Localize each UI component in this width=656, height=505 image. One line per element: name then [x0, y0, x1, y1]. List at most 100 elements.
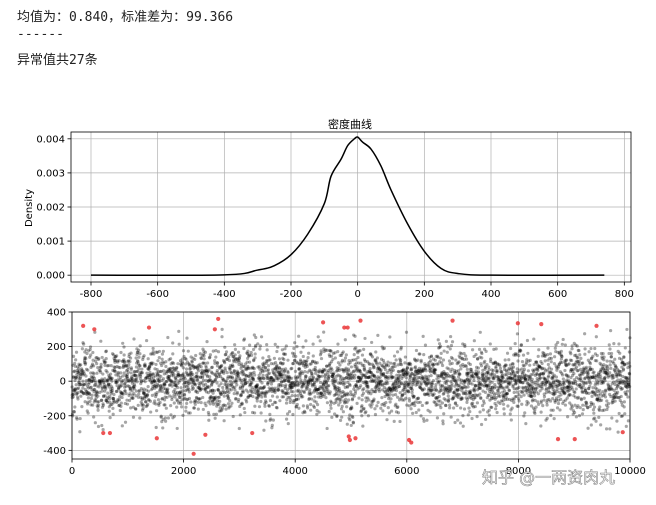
normal-point [235, 383, 239, 387]
normal-point [212, 395, 216, 399]
normal-point [141, 406, 145, 410]
normal-point [577, 373, 582, 377]
normal-point [490, 371, 494, 375]
normal-point [163, 387, 168, 391]
normal-point [333, 385, 337, 390]
normal-point [185, 388, 189, 392]
normal-point [144, 388, 149, 392]
normal-point [102, 385, 107, 389]
normal-point [448, 384, 452, 389]
normal-point [309, 391, 313, 395]
normal-point [396, 395, 400, 399]
normal-point [378, 375, 382, 379]
normal-point [182, 376, 186, 380]
normal-point [507, 388, 511, 392]
normal-point [556, 366, 560, 370]
normal-point [268, 378, 273, 382]
normal-point [146, 384, 150, 389]
normal-point [587, 350, 591, 354]
normal-point [315, 412, 319, 416]
normal-point [417, 380, 421, 384]
normal-point [489, 388, 493, 392]
normal-point [184, 405, 188, 409]
normal-point [585, 402, 589, 406]
normal-point [280, 373, 284, 377]
normal-point [355, 379, 359, 383]
normal-point [284, 378, 288, 382]
normal-point [531, 387, 536, 391]
normal-point [244, 368, 249, 372]
normal-point [590, 375, 594, 380]
normal-point [342, 401, 347, 405]
normal-point [307, 397, 311, 401]
normal-point [123, 385, 127, 389]
normal-point [443, 376, 447, 380]
normal-point [381, 372, 386, 376]
normal-point [190, 381, 194, 385]
normal-point [314, 361, 318, 365]
normal-point [546, 389, 551, 393]
normal-point [397, 370, 401, 374]
normal-point [532, 410, 536, 414]
normal-point [595, 374, 600, 379]
normal-point [440, 371, 444, 375]
normal-point [602, 355, 606, 359]
normal-point [411, 381, 415, 385]
normal-point [521, 389, 525, 393]
normal-point [480, 371, 484, 376]
normal-point [410, 401, 415, 406]
normal-point [191, 364, 195, 368]
normal-point [308, 388, 312, 392]
normal-point [371, 364, 376, 368]
normal-point [583, 377, 587, 381]
normal-point [407, 361, 411, 366]
normal-point [241, 364, 245, 368]
normal-point [625, 377, 629, 381]
normal-point [251, 376, 255, 380]
normal-point [554, 384, 558, 389]
normal-point [465, 377, 469, 382]
normal-point [497, 362, 501, 367]
normal-point [233, 388, 237, 392]
normal-point [336, 381, 341, 385]
normal-point [556, 401, 561, 406]
normal-point [622, 355, 626, 359]
normal-point [86, 411, 90, 415]
normal-point [272, 389, 276, 393]
normal-point [410, 385, 414, 389]
normal-point [387, 394, 391, 398]
normal-point [226, 396, 230, 400]
normal-point [420, 367, 424, 371]
normal-point [544, 386, 549, 391]
normal-point [519, 389, 523, 393]
normal-point [360, 398, 364, 402]
normal-point [335, 368, 340, 372]
normal-point [612, 388, 616, 392]
normal-point [510, 369, 515, 373]
normal-point [389, 371, 393, 375]
normal-point [301, 354, 305, 359]
normal-point [87, 381, 91, 385]
normal-point [86, 396, 90, 400]
normal-point [482, 372, 486, 376]
normal-point [366, 414, 370, 418]
normal-point [185, 398, 189, 402]
normal-point [210, 371, 214, 375]
normal-point [468, 362, 472, 367]
normal-point [84, 390, 89, 394]
normal-point [181, 372, 185, 376]
normal-point [367, 391, 371, 395]
normal-point [592, 374, 596, 378]
normal-point [604, 403, 609, 407]
normal-point [594, 378, 599, 382]
normal-point [220, 376, 224, 381]
normal-point [314, 400, 318, 404]
normal-point [353, 363, 357, 367]
normal-point [271, 379, 275, 383]
normal-point [394, 410, 399, 414]
normal-point [626, 383, 630, 387]
normal-point [577, 384, 581, 388]
normal-point [460, 378, 464, 382]
normal-point [554, 375, 559, 379]
normal-point [466, 374, 470, 378]
